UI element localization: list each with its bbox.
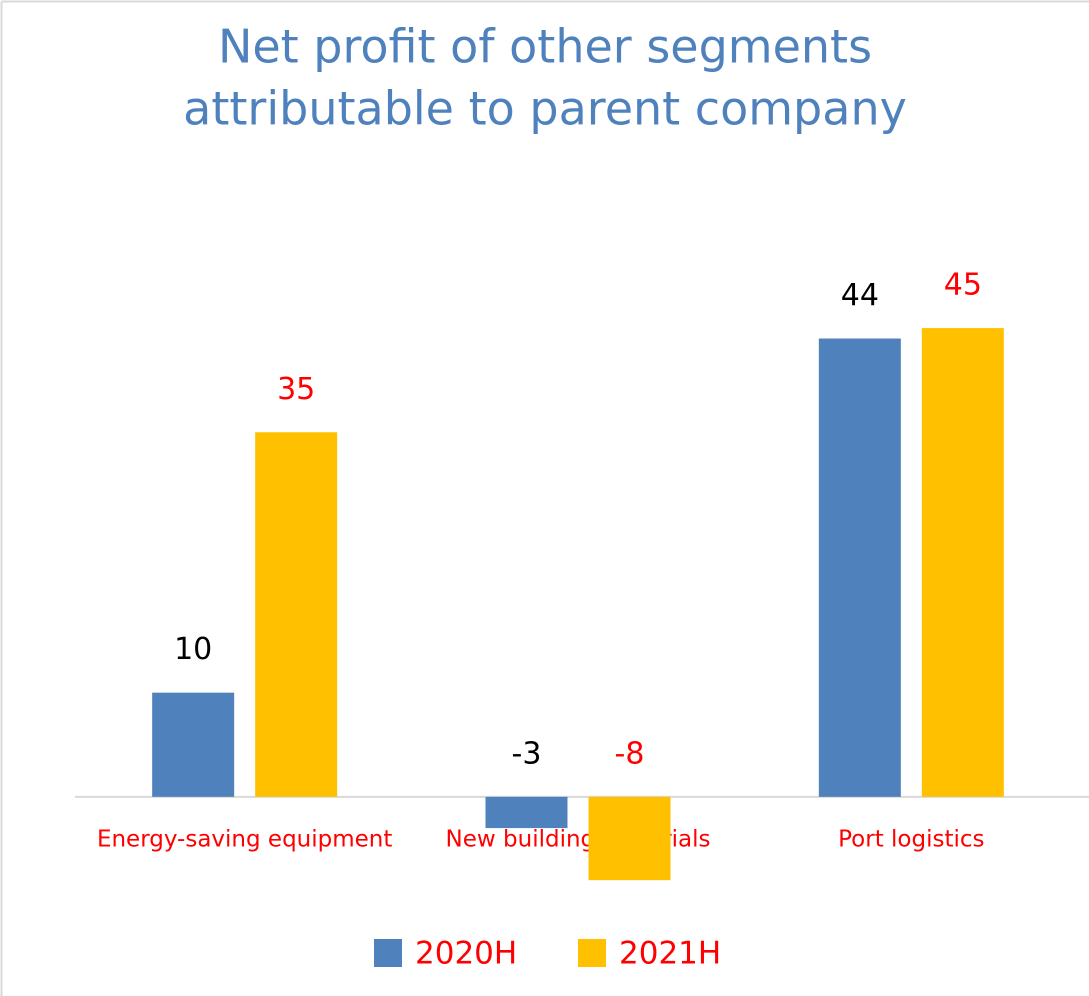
chart-title: Net profit of other segments — [218, 20, 872, 74]
bar — [152, 692, 235, 797]
data-label: 45 — [944, 268, 982, 303]
x-tick-label: Port logistics — [838, 827, 984, 853]
bar — [921, 328, 1004, 797]
bar — [818, 338, 901, 797]
bar — [485, 796, 568, 829]
x-tick-label: New building materials — [446, 827, 711, 853]
data-label: 10 — [174, 632, 212, 667]
legend-label: 2020H — [415, 936, 517, 972]
x-tick-label: Energy-saving equipment — [97, 827, 392, 853]
bar — [255, 432, 338, 797]
data-label: -8 — [615, 736, 645, 771]
legend-swatch — [374, 939, 402, 967]
data-label: 44 — [841, 278, 879, 313]
bar — [588, 796, 671, 881]
legend-label: 2021H — [619, 936, 721, 972]
data-label: -3 — [512, 736, 542, 771]
chart-title: attributable to parent company — [183, 82, 907, 136]
data-label: 35 — [277, 372, 315, 407]
legend-swatch — [578, 939, 606, 967]
